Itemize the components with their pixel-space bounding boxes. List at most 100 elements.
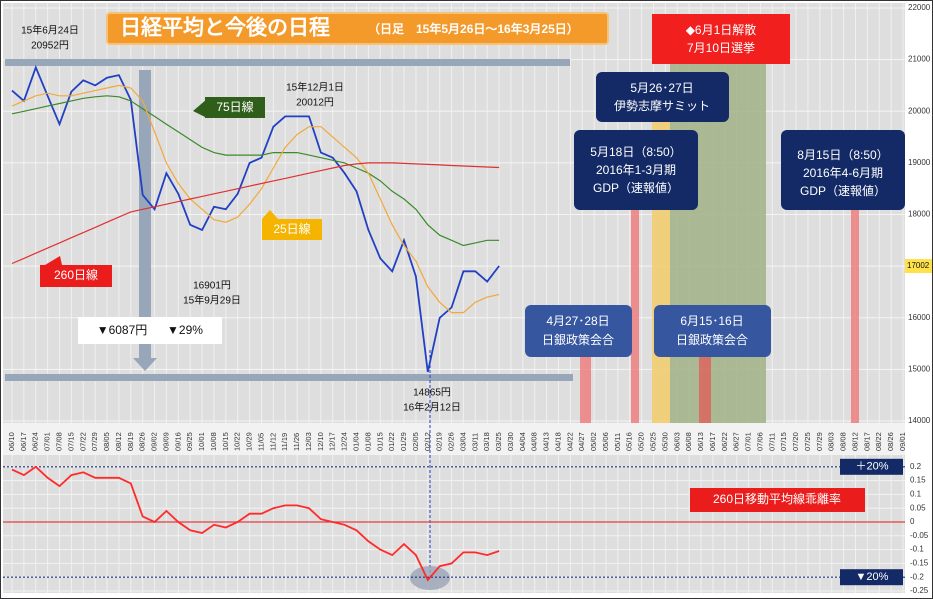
annotation: 20012円 (296, 98, 334, 109)
x-tick-label: 07/29 (90, 432, 99, 451)
marks (3, 64, 905, 582)
x-tick-label: 02/12 (423, 432, 432, 451)
x-tick-label: 05/11 (613, 433, 622, 451)
x-tick-label: 10/08 (209, 432, 218, 451)
drop-arrow-shaft (139, 70, 151, 360)
y2-tick-label: -0.25 (910, 586, 929, 595)
x-tick-label: 02/05 (411, 432, 420, 451)
x-tick-label: 01/15 (375, 432, 384, 451)
series-line (11, 64, 500, 373)
annotation: 5月18日（8:50） (590, 145, 681, 159)
x-tick-label: 07/06 (755, 432, 764, 451)
y-tick-label: 18000 (908, 210, 931, 219)
series-line (11, 465, 500, 582)
gdp-band (631, 210, 639, 423)
event-box (596, 72, 729, 122)
x-tick-label: 04/27 (577, 432, 586, 451)
x-tick-label: 06/13 (696, 432, 705, 451)
x-tick-label: 05/20 (637, 432, 646, 451)
x-tick-label: 06/22 (720, 432, 729, 451)
x-tick-label: 06/17 (708, 432, 717, 451)
y-tick-label: 14000 (908, 416, 931, 425)
annotation: 日銀政策会合 (676, 333, 748, 347)
series-line (11, 162, 500, 265)
x-tick-label: 04/13 (542, 432, 551, 451)
x-tick-label: 11/05 (256, 433, 265, 451)
y-tick-label: 15000 (908, 364, 931, 373)
x-tick-label: 06/03 (672, 432, 681, 451)
x-tick-label: 08/17 (862, 432, 871, 451)
deviation-label-box (690, 488, 865, 512)
x-tick-label: 03/04 (458, 432, 467, 451)
x-tick-label: 04/08 (530, 432, 539, 451)
x-tick-label: 08/12 (114, 432, 123, 451)
x-tick-label: 07/29 (815, 432, 824, 451)
y-tick-label: 22000 (908, 3, 931, 12)
x-tick-label: 08/03 (827, 432, 836, 451)
event-box (652, 14, 790, 64)
x-tick-label: 10/01 (197, 432, 206, 451)
band-label: ▼20% (856, 571, 889, 583)
x-tick-label: 03/30 (506, 432, 515, 451)
y2-tick-label: -0.2 (910, 572, 924, 581)
high-bar (5, 59, 570, 66)
x-tick-label: 07/01 (744, 432, 753, 451)
low-bar (5, 374, 573, 381)
ma-label-box (205, 97, 265, 118)
band-label-box (840, 458, 903, 475)
x-tick-label: 09/09 (161, 432, 170, 451)
x-tick-label: 06/24 (31, 432, 40, 451)
annotation: ▼29% (167, 323, 203, 337)
ma-label: 260日線 (54, 267, 98, 282)
x-tick-label: 08/26 (138, 432, 147, 451)
x-tick-label: 08/26 (886, 432, 895, 451)
label-pointer (45, 256, 62, 265)
x-tick-label: 08/19 (126, 432, 135, 451)
band-label-box (840, 569, 903, 586)
deviation-plot-area (3, 455, 905, 593)
x-tick-label: 08/05 (102, 432, 111, 451)
x-tick-label: 12/10 (316, 432, 325, 451)
band-label: ＋20% (855, 461, 888, 473)
annotation: 伊勢志摩サミット (614, 98, 710, 113)
last-value-box (905, 259, 932, 274)
x-tick-label: 10/15 (221, 432, 230, 451)
x-tick-label: 10/29 (245, 432, 254, 451)
x-tick-label: 08/08 (839, 432, 848, 451)
x-tick-label: 04/22 (565, 432, 574, 451)
x-tick-label: 11/12 (268, 433, 277, 451)
x-tick-label: 01/22 (387, 432, 396, 451)
election-band (670, 64, 766, 423)
x-tick-label: 11/26 (292, 433, 301, 451)
event-box (654, 305, 771, 357)
x-tick-label: 05/06 (601, 432, 610, 451)
x-tick-label: 09/16 (173, 432, 182, 451)
ma-label: 75日線 (216, 99, 253, 114)
x-tick-label: 07/22 (78, 432, 87, 451)
x-tick-label: 06/17 (19, 432, 28, 451)
annotation: 日銀政策会合 (542, 333, 614, 347)
x-tick-label: 12/03 (304, 432, 313, 451)
x-tick-label: 11/19 (280, 433, 289, 451)
chart-subtitle: （日足 15年5月26日〜16年3月25日） (368, 21, 579, 36)
x-tick-label: 01/29 (399, 432, 408, 451)
x-tick-label: 04/18 (553, 432, 562, 451)
deviation-label: 260日移動平均線乖離率 (713, 491, 841, 506)
annotation: 2016年4-6月期 (803, 166, 883, 180)
y2-tick-label: 0.1 (910, 490, 922, 499)
x-tick-label: 05/02 (589, 432, 598, 451)
x-tick-label: 07/01 (43, 432, 52, 451)
x-tick-label: 08/22 (874, 432, 883, 451)
x-tick-label: 07/15 (66, 432, 75, 451)
annotation: 16年2月12日 (403, 401, 461, 414)
annotation: 15年6月24日 (21, 24, 79, 37)
x-tick-label: 02/19 (435, 432, 444, 451)
ma-label-box (40, 265, 112, 287)
annotation: GDP（速報値） (800, 183, 886, 198)
annotation: 2016年1-3月期 (596, 163, 676, 177)
annotation: 4月27･28日 (546, 314, 609, 328)
x-tick-label: 01/04 (352, 432, 361, 451)
label-pointer (193, 99, 207, 118)
last-value-label: 17002 (907, 261, 930, 270)
annotation: 16901円 (193, 281, 231, 292)
